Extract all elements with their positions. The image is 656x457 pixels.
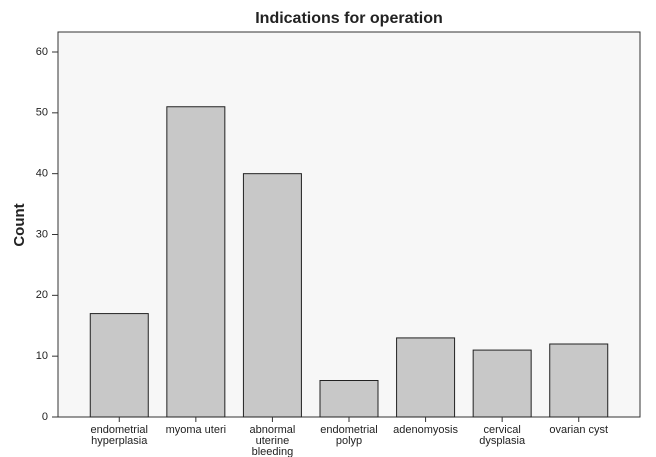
y-tick-label: 10 [36,350,48,362]
x-tick-label: adenomyosis [393,424,458,436]
y-tick-label: 20 [36,289,48,301]
plot-area [57,31,641,418]
x-tick-label: myoma uteri [165,424,227,436]
x-tick-label: endometrial polyp [320,424,378,447]
x-tick-label: endometrial hyperplasia [90,424,148,447]
bar [472,349,532,418]
x-tick-label: abnormal uterine bleeding [249,424,296,457]
bar [549,343,609,418]
bar [319,380,379,418]
y-tick-label: 60 [36,46,48,58]
bar [242,173,302,418]
x-tick-label: ovarian cyst [549,424,609,436]
x-tick-label: cervical dysplasia [479,424,526,447]
bar [396,337,456,418]
chart-title: Indications for operation [255,10,443,27]
y-tick-label: 0 [42,411,48,423]
y-tick-label: 30 [36,228,48,240]
y-axis-label: Count [11,203,28,246]
y-tick-label: 50 [36,107,48,119]
y-tick-label: 40 [36,168,48,180]
bar [166,106,226,418]
bar [89,313,149,418]
